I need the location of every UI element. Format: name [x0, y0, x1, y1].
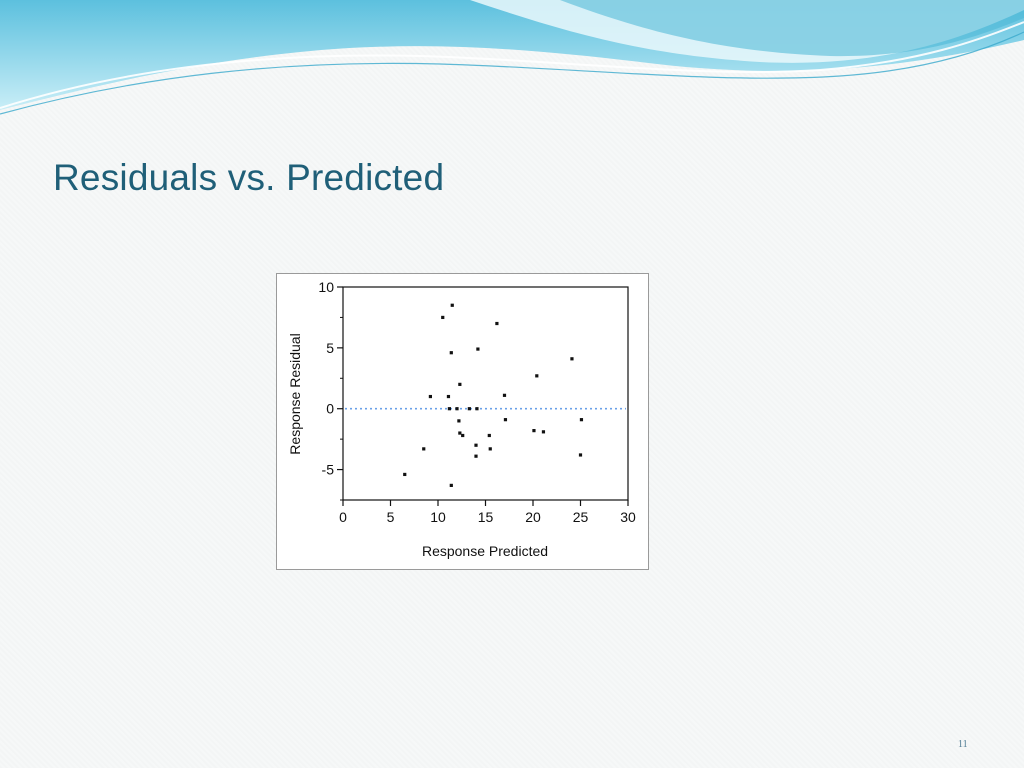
data-point	[579, 418, 584, 422]
data-point	[467, 407, 471, 411]
data-point	[428, 394, 432, 399]
data-point	[487, 433, 491, 438]
data-point	[458, 382, 462, 386]
x-tick-label: 10	[430, 509, 446, 525]
x-tick-label: 0	[339, 509, 347, 525]
data-point	[441, 315, 445, 320]
data-point	[532, 429, 536, 433]
slide-title: Residuals vs. Predicted	[53, 157, 445, 198]
y-tick-label: 0	[326, 401, 334, 417]
x-tick-label: 25	[573, 509, 589, 525]
x-tick-label: 15	[478, 509, 494, 525]
data-point	[541, 430, 546, 434]
y-axis-label: Response Residual	[287, 333, 303, 454]
header-wave-decoration	[0, 0, 1024, 115]
x-axis-label: Response Predicted	[422, 543, 548, 559]
data-point	[502, 393, 507, 397]
data-point	[422, 447, 426, 451]
data-point	[446, 394, 451, 399]
y-tick-label: 5	[326, 340, 334, 356]
data-point	[474, 443, 478, 447]
x-tick-label: 30	[620, 509, 636, 525]
data-point	[458, 431, 462, 435]
data-point	[450, 303, 454, 307]
y-tick-label: 10	[318, 279, 334, 295]
x-tick-label: 5	[387, 509, 395, 525]
page-number: 11	[958, 739, 968, 750]
data-point	[578, 453, 583, 457]
data-point	[495, 321, 499, 326]
data-point	[503, 418, 508, 422]
data-point	[447, 407, 451, 411]
data-point	[457, 419, 461, 423]
data-point	[449, 351, 453, 355]
data-point	[475, 407, 479, 411]
data-point	[403, 472, 407, 477]
residual-scatter-chart: -5 0 5 10 0 5 10 15 20 25 30 Response Residual Re…	[287, 279, 636, 559]
x-tick-label: 20	[525, 509, 541, 525]
residual-plot-frame: -5 0 5 10 0 5 10 15 20 25 30 Response Residual Re…	[276, 273, 649, 570]
data-point	[570, 357, 574, 361]
data-point	[449, 483, 453, 487]
data-point	[461, 433, 465, 438]
data-point	[488, 447, 492, 451]
data-point	[474, 454, 478, 458]
data-point	[535, 374, 539, 378]
data-point	[476, 347, 480, 351]
data-point	[455, 407, 459, 411]
plot-area	[342, 286, 629, 501]
y-tick-label: -5	[322, 462, 335, 478]
